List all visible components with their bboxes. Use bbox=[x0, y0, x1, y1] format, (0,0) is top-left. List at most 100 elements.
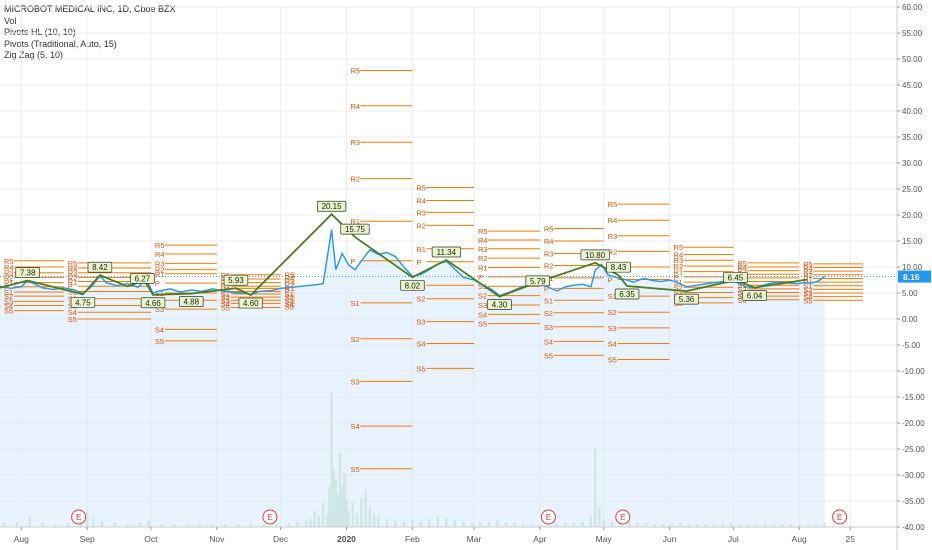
last-price-box bbox=[898, 270, 931, 283]
zigzag-label: 5.79 bbox=[530, 277, 546, 286]
pivot-label: S5 bbox=[68, 315, 77, 324]
pivot-label: S3 bbox=[416, 318, 425, 327]
pivot-label: R2 bbox=[674, 262, 684, 271]
legend-item-zigzag[interactable]: Zig Zag (5, 10) bbox=[4, 50, 64, 60]
pivot-label: R1 bbox=[285, 284, 295, 293]
pivot-label: R1 bbox=[803, 274, 813, 283]
pivot-label: P bbox=[221, 287, 226, 296]
pivot-label: R5 bbox=[350, 66, 360, 75]
pivot-label: S3 bbox=[4, 297, 13, 306]
zigzag-label-box bbox=[15, 267, 40, 278]
pivot-label: S4 bbox=[478, 310, 487, 319]
pivot-label: R3 bbox=[416, 208, 426, 217]
earnings-marker bbox=[262, 509, 278, 525]
earnings-marker bbox=[615, 509, 631, 525]
pivot-label: R2 bbox=[608, 247, 618, 256]
y-tick-label: 15.00 bbox=[902, 237, 923, 246]
zigzag-label-box bbox=[238, 297, 264, 309]
legend-item-pivots-hl[interactable]: Pivots HL (10, 10) bbox=[4, 27, 76, 37]
zigzag-label-box bbox=[316, 200, 347, 212]
pivot-label: R2 bbox=[544, 261, 554, 270]
pivot-label: S2 bbox=[803, 285, 812, 294]
pivot-label: S5 bbox=[350, 465, 359, 474]
pivot-label: S4 bbox=[285, 299, 294, 308]
pivot-label: S1 bbox=[737, 281, 746, 290]
y-tick-label: -35.00 bbox=[902, 497, 925, 506]
pivot-label: P bbox=[478, 273, 483, 282]
x-tick-label: Aug bbox=[14, 534, 29, 544]
pivot-label: R1 bbox=[674, 268, 684, 277]
legend-item-volume[interactable]: Vol bbox=[4, 15, 17, 26]
y-tick-label: 55.00 bbox=[902, 29, 923, 38]
zigzag-label: 8.02 bbox=[405, 281, 421, 290]
y-axis[interactable]: 60.00 55.00 50.00 45.00 40.00 35.00 30.00 25.00… bbox=[896, 0, 931, 550]
pivot-label: S1 bbox=[350, 299, 359, 308]
zigzag-label: 4.60 bbox=[243, 299, 259, 308]
pivot-label: P bbox=[544, 284, 549, 293]
y-tick-label: 45.00 bbox=[902, 81, 923, 90]
y-tick-label: -20.00 bbox=[902, 419, 925, 428]
pivot-label: S5 bbox=[478, 320, 487, 329]
pivot-label: R2 bbox=[803, 271, 813, 280]
pivot-label: P bbox=[416, 258, 421, 267]
x-tick-label: Oct bbox=[144, 534, 158, 544]
y-tick-label: -5.00 bbox=[902, 341, 921, 350]
zigzag-label: 8.43 bbox=[611, 263, 627, 272]
earnings-marker-label: E bbox=[837, 513, 842, 522]
pivot-label: S2 bbox=[544, 309, 553, 318]
pivot-label: S1 bbox=[478, 282, 487, 291]
pivot-label: R5 bbox=[68, 259, 78, 268]
pivot-label: R4 bbox=[608, 216, 618, 225]
pivot-label: R5 bbox=[608, 200, 618, 209]
pivot-label: S4 bbox=[803, 293, 812, 302]
y-tick-label: 5.00 bbox=[902, 289, 918, 298]
pivot-label: R3 bbox=[544, 249, 554, 258]
pivot-label: S3 bbox=[155, 305, 164, 314]
pivot-label: S3 bbox=[285, 296, 294, 305]
price-area-fill bbox=[0, 229, 825, 527]
pivot-label: S5 bbox=[544, 351, 553, 360]
zigzag-line bbox=[0, 212, 808, 298]
zigzag-label-box bbox=[223, 274, 249, 286]
x-tick-label: Nov bbox=[209, 534, 225, 544]
zigzag-label-box bbox=[400, 279, 425, 291]
pivot-label: R3 bbox=[285, 277, 295, 286]
zigzag-label: 6.45 bbox=[728, 273, 744, 282]
pivot-label: S4 bbox=[608, 339, 617, 348]
pivot-label: S3 bbox=[737, 288, 746, 297]
x-tick-label: 2020 bbox=[337, 534, 356, 544]
x-axis[interactable]: Aug Sep Oct Nov Dec 2020 Feb Mar Apr May Jun Jul Aug… bbox=[0, 526, 897, 544]
pivot-label: R1 bbox=[68, 278, 78, 287]
y-tick-label: 40.00 bbox=[902, 107, 923, 116]
earnings-marker-label: E bbox=[267, 513, 272, 522]
zigzag-label-box bbox=[723, 272, 748, 283]
pivot-label: P bbox=[608, 275, 613, 284]
zigzag-label: 10.80 bbox=[585, 251, 606, 260]
pivot-label: R3 bbox=[155, 259, 165, 268]
x-tick-label: Jul bbox=[728, 534, 739, 544]
pivot-label: R5 bbox=[478, 227, 488, 236]
earnings-marker bbox=[540, 509, 556, 525]
x-tick-label: Mar bbox=[467, 534, 482, 544]
pivot-label: R2 bbox=[416, 221, 426, 230]
pivot-label: R3 bbox=[478, 245, 488, 254]
pivot-label: R2 bbox=[221, 282, 231, 291]
y-tick-label: -25.00 bbox=[902, 445, 925, 454]
legend-item-pivots-traditional[interactable]: Pivots (Traditional, Auto, 15) bbox=[4, 38, 117, 49]
pivot-label: R1 bbox=[416, 245, 426, 254]
zigzag-label: 6.27 bbox=[135, 274, 151, 283]
price-area bbox=[0, 229, 825, 527]
last-price-label: 8.16 bbox=[903, 272, 920, 282]
pivot-label: S2 bbox=[350, 335, 359, 344]
pivot-label: S5 bbox=[221, 304, 230, 313]
pivot-label: R4 bbox=[350, 102, 360, 111]
pivot-label: R3 bbox=[737, 267, 747, 276]
zigzag-label-box bbox=[614, 288, 640, 300]
pivot-label: R5 bbox=[674, 243, 684, 252]
pivot-label: R5 bbox=[155, 241, 165, 250]
zigzag-label-box bbox=[70, 296, 96, 308]
pivot-label: R3 bbox=[608, 232, 618, 241]
x-tick-label: Sep bbox=[80, 534, 95, 544]
